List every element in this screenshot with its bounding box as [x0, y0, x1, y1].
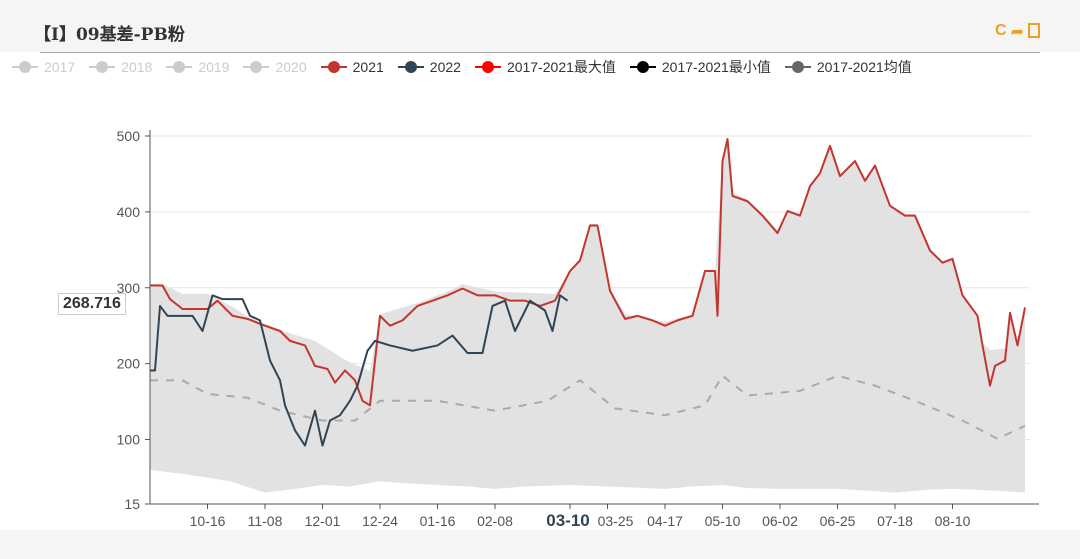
x-tick-label: 07-18 [877, 513, 913, 529]
x-tick-label: 12-01 [305, 513, 341, 529]
y-tick-label: 500 [117, 128, 141, 144]
x-tick-label: 06-02 [762, 513, 798, 529]
legend-marker-icon [629, 60, 656, 74]
chart-title: 【I】09基差-PB粉 [34, 25, 185, 45]
legend-label: 2019 [198, 59, 230, 75]
legend-item-7[interactable]: 2017-2021最小值 [629, 57, 771, 77]
y-tick-label: 400 [117, 204, 141, 220]
legend-label: 2018 [121, 59, 153, 75]
series-line-2021 [150, 138, 1026, 407]
legend-item-5[interactable]: 2022 [397, 57, 461, 77]
y-tick-label: 200 [117, 356, 141, 372]
legend-label: 2017-2021均值 [816, 59, 912, 75]
legend-label: 2022 [429, 59, 461, 75]
legend-marker-icon [166, 60, 193, 74]
legend-marker-icon [474, 60, 501, 74]
x-tick-label: 04-17 [647, 513, 683, 529]
x-tick-label: 05-10 [705, 513, 741, 529]
x-tick-label: 08-10 [935, 513, 971, 529]
legend-label: 2017 [44, 59, 76, 75]
series-line-2017-2021均值 [150, 374, 1026, 440]
legend-marker-icon [784, 60, 811, 74]
legend-item-4[interactable]: 2021 [320, 57, 384, 77]
legend-item-6[interactable]: 2017-2021最大值 [474, 57, 616, 77]
x-tick-label: 01-16 [420, 513, 456, 529]
x-tick-label: 06-25 [820, 513, 856, 529]
legend-item-8[interactable]: 2017-2021均值 [784, 57, 912, 77]
axis-pointer-date-label: 03-10 [546, 511, 589, 530]
x-tick-label: 03-25 [598, 513, 634, 529]
legend-item-0[interactable]: 2017 [12, 57, 75, 77]
legend-label: 2017-2021最大值 [506, 59, 616, 75]
legend-marker-icon [320, 60, 347, 74]
legend-item-1[interactable]: 2018 [89, 57, 152, 77]
save-image-icon[interactable] [1028, 23, 1040, 38]
series-line-2022 [150, 294, 569, 447]
refresh-icon[interactable]: C [995, 22, 1007, 39]
legend: 2017 2018 2019 2020 2021 2022 2017-2021最大值 2017… [12, 57, 912, 77]
legend-item-3[interactable]: 2020 [243, 57, 307, 77]
legend-item-2[interactable]: 2019 [166, 57, 229, 77]
min-max-band [150, 137, 1025, 493]
toolbox: C ➦ [995, 22, 1040, 42]
legend-label: 2017-2021最小值 [661, 59, 771, 75]
x-tick-label: 10-16 [190, 513, 226, 529]
y-tick-label: 300 [117, 280, 141, 296]
y-tick-label: 15 [124, 496, 140, 512]
legend-marker-icon [243, 60, 270, 74]
legend-label: 2021 [352, 59, 384, 75]
x-tick-label: 02-08 [477, 513, 513, 529]
legend-marker-icon [397, 60, 424, 74]
divider [40, 52, 1040, 53]
share-icon[interactable]: ➦ [1010, 24, 1024, 41]
legend-label: 2020 [275, 59, 307, 75]
x-tick-label: 12-24 [362, 513, 398, 529]
x-tick-label: 11-08 [248, 513, 283, 529]
legend-marker-icon [89, 60, 116, 74]
legend-marker-icon [12, 60, 38, 74]
y-tick-label: 100 [117, 432, 141, 448]
axis-pointer-value-label: 268.716 [58, 293, 126, 315]
